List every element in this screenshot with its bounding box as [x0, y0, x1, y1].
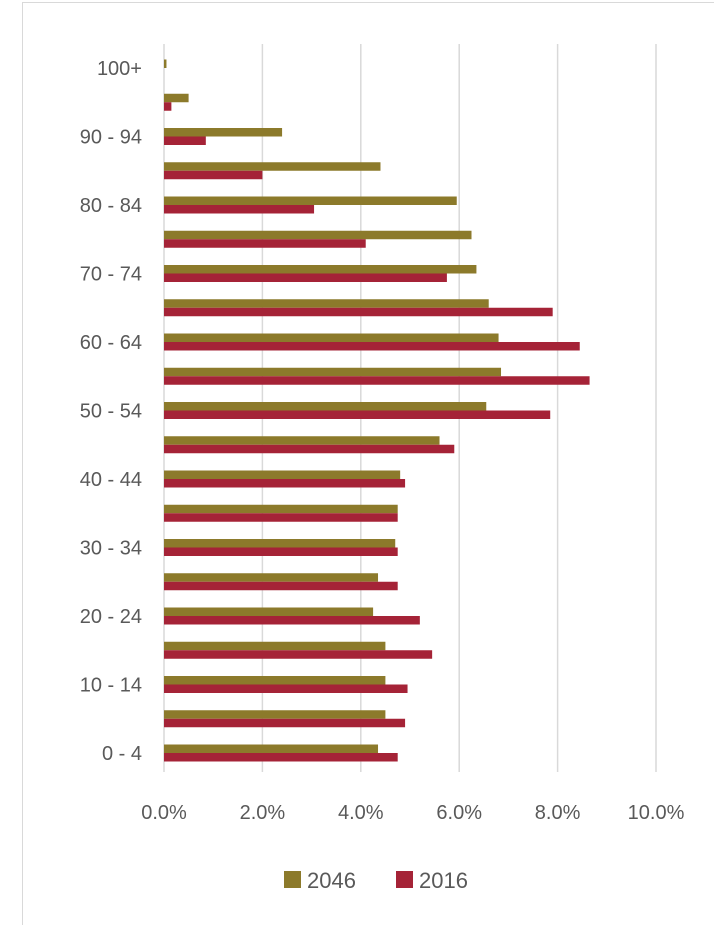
bar-2046-0-4	[164, 745, 378, 754]
x-tick-label: 10.0%	[628, 802, 685, 824]
bars	[164, 60, 590, 762]
bar-2046-65-69	[164, 299, 489, 308]
bar-2016-15-19	[164, 650, 432, 659]
x-tick-label: 2.0%	[240, 802, 286, 824]
y-tick-label: 50 - 54	[80, 401, 142, 423]
bar-2046-55-59	[164, 368, 501, 377]
y-tick-label: 70 - 74	[80, 264, 142, 286]
bar-2016-0-4	[164, 753, 398, 762]
legend-label-2016: 2016	[419, 868, 468, 893]
legend-swatch-2046	[284, 871, 301, 888]
x-axis-labels: 0.0% 2.0% 4.0% 6.0% 8.0% 10.0%	[141, 802, 684, 824]
y-tick-label: 20 - 24	[80, 606, 142, 628]
bar-2046-35-39	[164, 505, 398, 514]
bar-2016-70-74	[164, 274, 447, 283]
bar-2046-60-64	[164, 334, 499, 343]
y-tick-label: 10 - 14	[80, 675, 142, 697]
bar-2016-75-79	[164, 239, 366, 248]
bar-2046-5-9	[164, 710, 385, 719]
bar-2016-20-24	[164, 616, 420, 625]
bar-2046-70-74	[164, 265, 476, 274]
legend: 2046 2016	[284, 868, 468, 893]
y-tick-label: 30 - 34	[80, 538, 142, 560]
legend-swatch-2016	[396, 871, 413, 888]
bar-2046-75-79	[164, 231, 472, 240]
bar-2016-10-14	[164, 685, 408, 694]
x-tick-label: 8.0%	[535, 802, 581, 824]
bar-2046-50-54	[164, 402, 486, 411]
x-tick-label: 4.0%	[338, 802, 384, 824]
y-tick-label: 80 - 84	[80, 195, 142, 217]
bar-2046-85-89	[164, 162, 380, 171]
bar-2016-45-49	[164, 445, 454, 454]
x-tick-label: 0.0%	[141, 802, 187, 824]
y-tick-label: 90 - 94	[80, 127, 142, 149]
bar-2046-15-19	[164, 642, 385, 651]
bar-2016-60-64	[164, 342, 580, 351]
bar-2016-30-34	[164, 548, 398, 557]
bar-2046-10-14	[164, 676, 385, 685]
y-tick-label: 40 - 44	[80, 469, 142, 491]
x-tick-label: 6.0%	[436, 802, 482, 824]
bar-2016-35-39	[164, 513, 398, 522]
y-tick-label: 60 - 64	[80, 332, 142, 354]
bar-2046-80-84	[164, 197, 457, 206]
y-tick-label: 0 - 4	[102, 743, 142, 765]
bar-2046-25-29	[164, 573, 378, 582]
bar-2016-25-29	[164, 582, 398, 591]
bar-2016-90-94	[164, 137, 206, 146]
bar-2016-95-99	[164, 102, 171, 111]
bar-2046-90-94	[164, 128, 282, 137]
bar-2016-85-89	[164, 171, 262, 180]
bar-2016-55-59	[164, 376, 590, 385]
bar-2046-30-34	[164, 539, 395, 548]
bar-2046-20-24	[164, 608, 373, 617]
bar-2046-40-44	[164, 471, 400, 480]
bar-2016-65-69	[164, 308, 553, 317]
legend-label-2046: 2046	[307, 868, 356, 893]
bar-2016-5-9	[164, 719, 405, 728]
y-axis-labels: 0 - 4 10 - 14 20 - 24 30 - 34 40 - 44 50 - 54…	[80, 58, 142, 765]
y-tick-label: 100+	[97, 58, 142, 80]
bar-2046-45-49	[164, 436, 440, 445]
bar-2016-50-54	[164, 411, 550, 420]
bar-2046-100+	[164, 60, 166, 69]
bar-2016-80-84	[164, 205, 314, 214]
bar-2016-40-44	[164, 479, 405, 488]
bar-2046-95-99	[164, 94, 189, 103]
